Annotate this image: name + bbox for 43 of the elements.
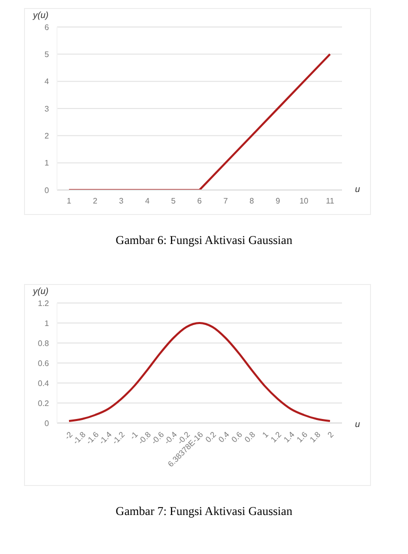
- x-tick-label: 5: [171, 196, 176, 206]
- y-tick-label: 1: [44, 318, 50, 328]
- y-tick-label: 0.8: [38, 338, 50, 348]
- y-tick-label: 0.2: [38, 398, 50, 408]
- x-tick-label: 0.2: [204, 430, 218, 444]
- x-tick-label: 8: [249, 196, 254, 206]
- line-series: [68, 53, 331, 190]
- y-tick-label: 0.6: [38, 358, 50, 368]
- x-tick-label: 1.8: [308, 430, 323, 444]
- x-tick-label: 1: [66, 196, 72, 206]
- text: Gambar 6: Fungsi Aktivasi Gaussian: [114, 233, 294, 248]
- y-tick-label: 1: [44, 158, 50, 168]
- y-tick-label: 6: [44, 22, 50, 32]
- x-axis-title: u: [354, 184, 360, 194]
- x-tick-label: 9: [276, 196, 281, 206]
- y-tick-label: 5: [44, 50, 50, 60]
- x-tick-label: 1.2: [269, 430, 284, 444]
- x-tick-label: 0.8: [242, 430, 258, 444]
- x-tick-label: 2: [92, 196, 98, 206]
- y-tick-label: 3: [44, 104, 50, 114]
- y-tick-label: 1.2: [38, 298, 50, 308]
- x-tick-label: 4: [145, 196, 150, 206]
- y-axis-title: y(u): [33, 10, 48, 20]
- y-tick-label: 4: [44, 77, 50, 86]
- y-tick-label: 0.4: [38, 378, 50, 388]
- x-tick-label: 1.6: [295, 430, 310, 444]
- x-tick-label: 2: [326, 430, 336, 440]
- x-tick-label: 0.6: [230, 430, 244, 444]
- x-tick-label: 0.4: [216, 430, 232, 444]
- x-tick-label: 6: [197, 196, 202, 206]
- y-tick-label: 0: [44, 186, 50, 195]
- x-tick-label: 1.4: [282, 430, 297, 444]
- y-tick-label: 2: [44, 132, 50, 141]
- x-tick-label: 11: [326, 196, 335, 206]
- x-tick-label: 10: [299, 196, 309, 206]
- text: Gambar 7: Fungsi Aktivasi Gaussian: [114, 504, 294, 519]
- y-tick-label: 0: [44, 418, 50, 428]
- x-axis-title: u: [354, 419, 360, 429]
- x-tick-label: 1: [260, 430, 271, 440]
- line-series: [68, 322, 331, 422]
- x-tick-label: 7: [223, 196, 228, 206]
- x-tick-label: 3: [118, 196, 124, 206]
- y-axis-title: y(u): [33, 286, 48, 296]
